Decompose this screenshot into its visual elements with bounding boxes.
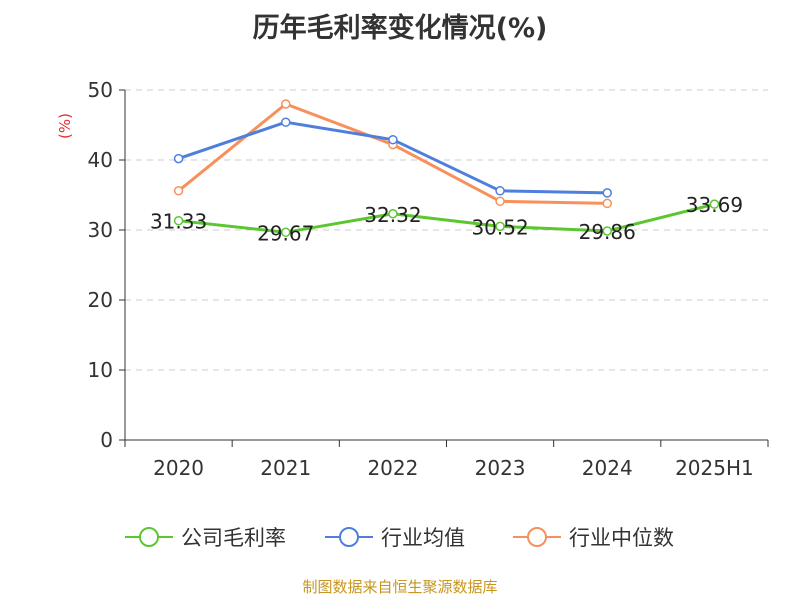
legend-label: 公司毛利率 (181, 526, 286, 550)
legend-swatch-marker (527, 527, 547, 547)
y-axis-label: (%) (56, 113, 74, 139)
series-line (177, 102, 608, 205)
x-tick-label: 2025H1 (675, 456, 754, 480)
legend-label: 行业均值 (381, 526, 465, 550)
data-point (495, 196, 505, 207)
data-label: 31.33 (150, 210, 207, 234)
legend-label: 行业中位数 (569, 526, 674, 550)
data-point (173, 153, 184, 164)
legend-swatch-marker (139, 527, 159, 547)
data-label: 30.52 (471, 215, 528, 239)
data-point (281, 99, 291, 109)
data-point (281, 117, 291, 127)
y-tick-label: 40 (88, 148, 113, 172)
data-label: 29.67 (257, 221, 314, 245)
x-tick-label: 2023 (475, 456, 526, 480)
data-point (602, 198, 612, 209)
x-tick-label: 2020 (153, 456, 204, 480)
data-source-note: 制图数据来自恒生聚源数据库 (302, 578, 498, 596)
x-tick-label: 2021 (260, 456, 311, 480)
data-point (602, 188, 612, 198)
series-line (178, 120, 608, 195)
data-point (173, 186, 184, 196)
data-point (602, 226, 612, 236)
data-point (388, 209, 398, 219)
y-tick-label: 50 (88, 78, 113, 102)
data-label: 32.32 (364, 203, 421, 227)
legend-swatch-marker (339, 527, 359, 547)
y-tick-label: 0 (100, 428, 113, 452)
data-point (388, 134, 398, 145)
chart-title: 历年毛利率变化情况(%) (252, 13, 548, 44)
y-tick-label: 20 (88, 288, 113, 312)
data-label: 29.86 (579, 220, 636, 244)
x-tick-label: 2024 (582, 456, 633, 480)
data-point (495, 186, 505, 196)
data-label: 33.69 (686, 193, 743, 217)
x-tick-label: 2022 (367, 456, 418, 480)
y-tick-label: 10 (88, 358, 113, 382)
series-line (178, 202, 715, 234)
data-point (173, 215, 184, 226)
y-tick-label: 30 (88, 218, 113, 242)
data-point (709, 199, 720, 209)
data-point (495, 221, 505, 232)
data-point (281, 227, 291, 238)
